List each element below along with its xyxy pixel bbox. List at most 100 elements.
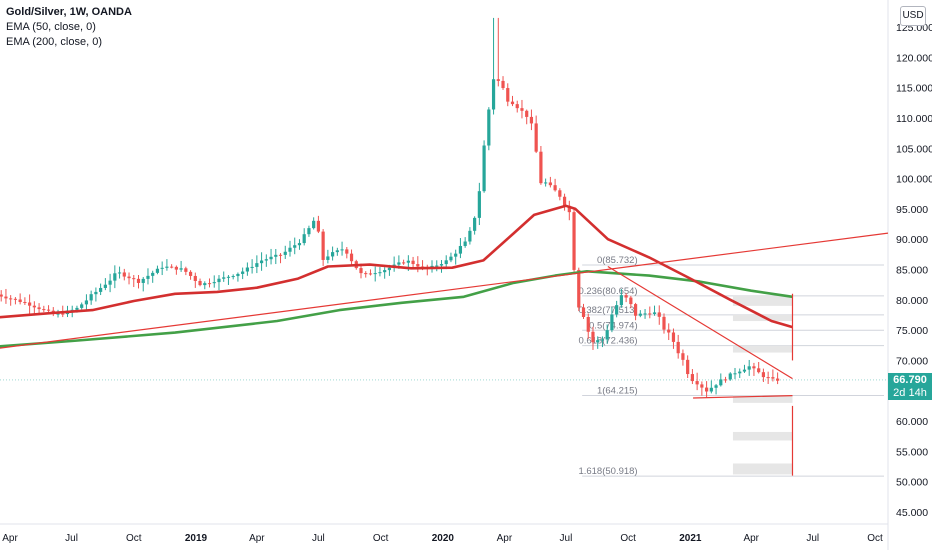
candle-body xyxy=(454,253,458,257)
candle-body xyxy=(42,309,46,311)
candle-body xyxy=(75,307,79,310)
y-tick-label: 105.000 xyxy=(896,143,932,155)
x-tick-label: Jul xyxy=(312,533,325,544)
candle-body xyxy=(9,298,13,300)
fib-level-label: 0.236(80.654) xyxy=(578,286,637,297)
candle-body xyxy=(302,234,306,244)
x-tick-label: Apr xyxy=(2,533,18,544)
candle-body xyxy=(255,263,259,267)
y-tick-label: 75.000 xyxy=(896,325,928,337)
candle-body xyxy=(288,247,292,252)
candle-body xyxy=(742,369,747,372)
x-tick-label: 2021 xyxy=(679,533,702,544)
candle-body xyxy=(529,116,534,124)
candle-body xyxy=(278,254,283,256)
candle-body xyxy=(757,368,761,373)
candle-body xyxy=(23,302,27,304)
candle-body xyxy=(605,330,609,340)
candle-body xyxy=(37,307,41,310)
y-tick-label: 95.000 xyxy=(896,204,928,216)
candle-body xyxy=(373,273,377,275)
candle-body xyxy=(236,273,240,277)
legend-ema50[interactable]: EMA (50, close, 0) xyxy=(6,21,96,33)
candle-body xyxy=(259,260,264,264)
currency-button[interactable]: USD xyxy=(900,6,926,26)
fib-level-label: 0(85.732) xyxy=(597,255,638,266)
y-tick-label: 70.000 xyxy=(896,355,928,367)
candle-body xyxy=(174,266,178,270)
candle-body xyxy=(184,268,188,272)
x-tick-label: 2020 xyxy=(432,533,455,544)
candle-body xyxy=(80,304,84,308)
candle-body xyxy=(690,374,694,382)
candle-body xyxy=(141,278,145,283)
candle-body xyxy=(458,245,463,254)
candle-body xyxy=(345,249,349,254)
candle-body xyxy=(231,276,235,278)
candle-body xyxy=(4,296,8,299)
candle-body xyxy=(652,312,657,314)
candle-body xyxy=(728,373,732,380)
candle-body xyxy=(207,283,212,285)
candle-body xyxy=(723,379,728,381)
fib-zone-box xyxy=(732,345,793,353)
candle-body xyxy=(619,295,623,306)
candle-body xyxy=(155,268,160,273)
fib-zone-box xyxy=(732,431,793,441)
candle-body xyxy=(581,307,586,317)
trendline xyxy=(0,232,889,349)
candle-body xyxy=(226,276,231,278)
legend-symbol[interactable]: Gold/Silver, 1W, OANDA xyxy=(6,6,132,18)
candle-body xyxy=(695,381,699,385)
last-price-value: 66.790 xyxy=(893,374,927,386)
candle-body xyxy=(709,387,713,392)
candle-body xyxy=(359,268,363,274)
candle-body xyxy=(700,384,704,388)
candle-body xyxy=(553,185,557,191)
candle-body xyxy=(567,205,571,213)
candle-body xyxy=(416,264,420,267)
fib-level-label: 1.618(50.918) xyxy=(578,466,637,477)
y-tick-label: 55.000 xyxy=(896,446,928,458)
candle-body xyxy=(686,359,690,375)
candle-body xyxy=(766,377,770,379)
ema200-line xyxy=(0,270,793,348)
y-tick-label: 80.000 xyxy=(896,295,928,307)
trendline xyxy=(693,395,793,399)
candle-body xyxy=(222,277,226,279)
candle-body xyxy=(600,339,605,341)
candle-body xyxy=(671,332,676,342)
legend-ema200[interactable]: EMA (200, close, 0) xyxy=(6,36,102,48)
y-tick-label: 85.000 xyxy=(896,265,928,277)
candle-body xyxy=(681,353,685,360)
y-tick-label: 120.000 xyxy=(896,52,932,64)
candle-body xyxy=(326,256,330,260)
fib-zone-box xyxy=(732,295,793,306)
candle-body xyxy=(18,299,22,303)
candle-body xyxy=(435,265,439,267)
candle-body xyxy=(198,280,202,286)
candle-body xyxy=(103,284,107,288)
candle-body xyxy=(562,196,567,206)
candle-body xyxy=(719,379,723,386)
candle-body xyxy=(378,272,382,274)
y-tick-label: 115.000 xyxy=(896,83,932,95)
candle-body xyxy=(297,243,302,246)
candle-body xyxy=(383,270,387,273)
candle-body xyxy=(676,341,680,354)
candle-body xyxy=(501,80,505,89)
candle-body xyxy=(316,220,320,232)
y-tick-label: 50.000 xyxy=(896,477,928,489)
candle-body xyxy=(179,268,183,270)
candle-body xyxy=(283,251,287,255)
candle-body xyxy=(463,241,467,246)
candle-body xyxy=(761,372,766,378)
candle-body xyxy=(136,278,141,283)
bar-countdown: 2d 14h xyxy=(893,387,927,399)
candle-body xyxy=(525,110,529,117)
candle-body xyxy=(330,252,335,257)
candle-body xyxy=(127,276,131,279)
candle-body xyxy=(643,313,647,315)
candle-body xyxy=(667,329,671,333)
